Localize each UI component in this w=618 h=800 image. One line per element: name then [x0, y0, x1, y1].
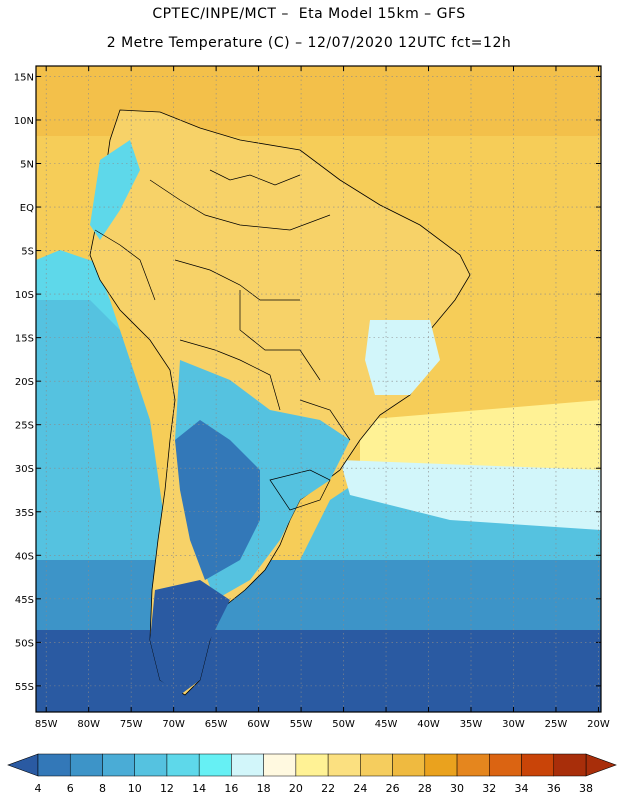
lat-label: 55S [15, 682, 34, 693]
colorbar-left-arrow [7, 753, 39, 777]
colorbar-label: 16 [224, 782, 238, 795]
lon-label: 80W [77, 719, 100, 730]
colorbar-label: 14 [192, 782, 206, 795]
lat-label: 5S [21, 247, 34, 258]
country-borders [94, 169, 351, 511]
lon-label: 65W [205, 719, 228, 730]
colorbar-swatch [102, 753, 135, 777]
colorbar-label: 20 [289, 782, 303, 795]
colorbar-label: 38 [579, 782, 593, 795]
colorbar-swatch [392, 753, 426, 777]
colorbar-label: 36 [547, 782, 561, 795]
lat-label: 25S [15, 421, 34, 432]
colorbar-label: 22 [321, 782, 335, 795]
colorbar-swatch [327, 753, 361, 777]
lon-label: 40W [417, 719, 440, 730]
colorbar-label: 24 [353, 782, 367, 795]
lat-label: 5N [20, 160, 34, 171]
colorbar-swatch [521, 753, 555, 777]
colorbar-swatch [424, 753, 458, 777]
lon-label: 75W [120, 719, 143, 730]
brazil-highlands-cool [365, 320, 440, 395]
colorbar-label: 18 [257, 782, 271, 795]
colorbar-label: 28 [418, 782, 432, 795]
lat-label: 45S [15, 595, 34, 606]
map-title-line2: 2 Metre Temperature (C) – 12/07/2020 12U… [106, 35, 512, 51]
colorbar-label: 4 [35, 782, 42, 795]
colorbar-swatch [553, 753, 587, 777]
colorbar-swatch [231, 753, 264, 777]
lat-label: 30S [15, 464, 34, 475]
lon-label: 30W [502, 719, 525, 730]
colorbar-swatch [263, 753, 297, 777]
colorbar-swatch [69, 753, 103, 777]
colorbar-swatch [166, 753, 200, 777]
temperature-colorbar: 4 6 8 10 12 14 16 18 20 22 24 26 28 30 32 34 36 38 [7, 753, 617, 795]
lon-label: 60W [247, 719, 270, 730]
lat-label: 20S [15, 377, 34, 388]
colorbar-label: 30 [450, 782, 464, 795]
lat-label: EQ [20, 203, 34, 214]
colorbar-label: 8 [99, 782, 106, 795]
colorbar-swatch [37, 753, 71, 777]
colorbar-label: 6 [67, 782, 74, 795]
colorbar-label: 32 [482, 782, 496, 795]
lat-label: 35S [15, 508, 34, 519]
lon-label: 55W [290, 719, 313, 730]
ocean-coldest-band [36, 630, 601, 712]
axis-labels: 15N 10N 5N EQ 5S 10S 15S 20S 25S 30S 35S 40S 45S 50S 5… [14, 72, 610, 730]
lon-label: 70W [162, 719, 185, 730]
lat-label: 15N [14, 72, 34, 83]
northern-andes-cool [90, 140, 140, 240]
map-frame [35, 65, 602, 713]
lat-label: 40S [15, 551, 34, 562]
lat-label: 15S [15, 334, 34, 345]
lon-label: 85W [35, 719, 58, 730]
colorbar-label: 12 [160, 782, 174, 795]
lat-lon-grid [36, 66, 601, 712]
colorbar-swatch [456, 753, 490, 777]
lon-label: 35W [460, 719, 483, 730]
andes-cold-region [175, 420, 260, 580]
lon-label: 45W [375, 719, 398, 730]
colorbar-swatch [198, 753, 232, 777]
lon-label: 20W [587, 719, 610, 730]
lat-label: 10S [15, 290, 34, 301]
patagonia-cold-region [150, 580, 230, 695]
colorbar-swatch [360, 753, 393, 777]
map-field [36, 66, 601, 712]
lon-label: 25W [545, 719, 568, 730]
map-title-line1: CPTEC/INPE/MCT – Eta Model 15km – GFS [152, 6, 466, 22]
colorbar-label: 10 [128, 782, 142, 795]
colorbar-label: 34 [515, 782, 529, 795]
lat-label: 10N [14, 116, 34, 127]
lon-label: 50W [332, 719, 355, 730]
lat-label: 50S [15, 638, 34, 649]
colorbar-label: 26 [386, 782, 400, 795]
south-america-land [89, 109, 471, 696]
colorbar-swatch [134, 753, 168, 777]
colorbar-swatch [295, 753, 329, 777]
colorbar-swatch [489, 753, 522, 777]
colorbar-right-arrow [585, 753, 617, 777]
atlantic-cool-band [340, 460, 601, 530]
